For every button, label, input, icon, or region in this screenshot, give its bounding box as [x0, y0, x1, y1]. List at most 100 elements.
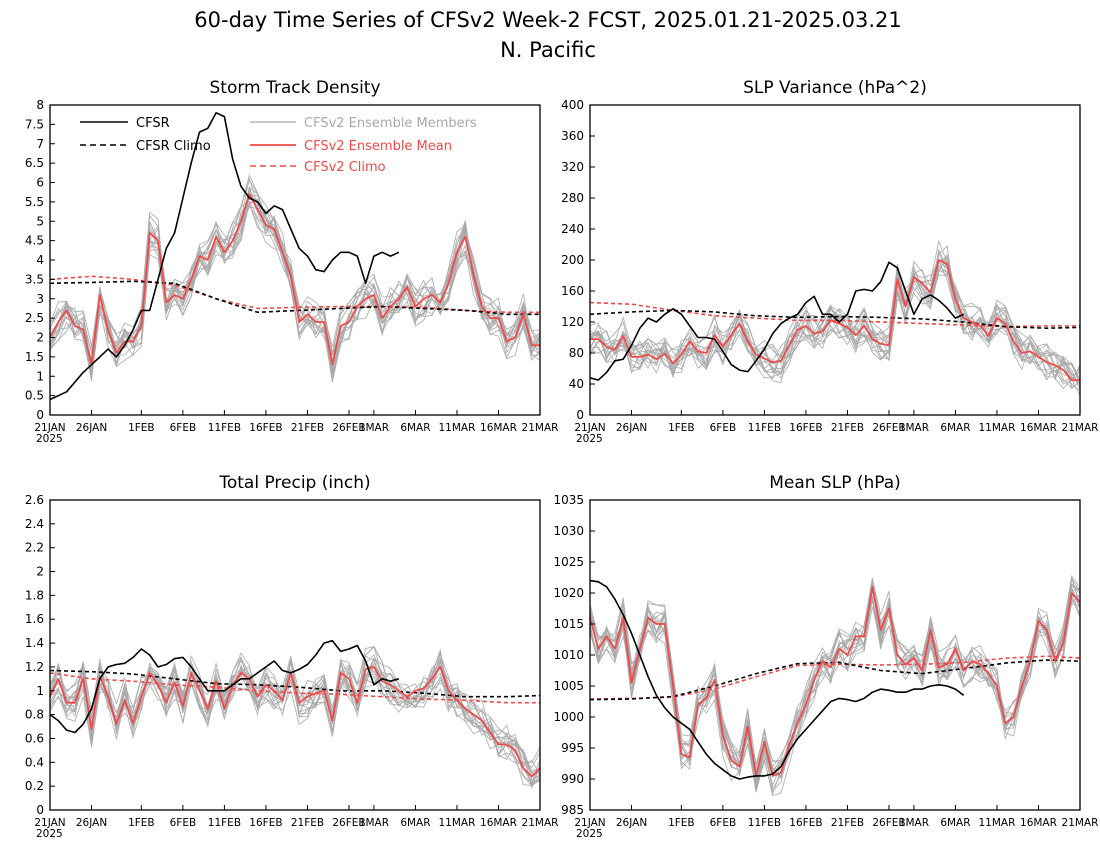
y-tick-label: 2.5	[25, 311, 44, 325]
y-tick-label: 1.2	[25, 660, 44, 674]
x-year-label: 2025	[36, 828, 63, 840]
x-tick-label: 26FEB	[872, 422, 905, 434]
x-tick-label: 6FEB	[170, 422, 197, 434]
member-line	[589, 581, 1081, 779]
x-tick-label: 16FEB	[249, 422, 282, 434]
legend-label-ensemble-mean: CFSv2 Ensemble Mean	[304, 139, 452, 154]
y-tick-label: 1025	[553, 555, 584, 569]
ensemble-mean-line	[49, 193, 540, 366]
y-tick-label: 40	[569, 377, 584, 391]
y-tick-label: 0	[576, 408, 584, 422]
cfsr-line	[589, 261, 965, 381]
panel-title: Total Precip (inch)	[218, 473, 370, 493]
panel-title: SLP Variance (hPa^2)	[743, 78, 927, 98]
x-tick-label: 26JAN	[76, 422, 107, 434]
legend-label-cfsv2-climo: CFSv2 Climo	[304, 160, 386, 175]
x-tick-label: 16MAR	[480, 422, 517, 434]
panel-title: Storm Track Density	[209, 78, 380, 98]
y-tick-label: 1	[36, 684, 44, 698]
y-tick-label: 280	[561, 191, 584, 205]
member-line	[589, 269, 1081, 385]
plot-frame	[589, 104, 1081, 416]
member-line	[49, 645, 541, 785]
x-tick-label: 1MAR	[899, 422, 929, 434]
y-tick-label: 1010	[553, 648, 584, 662]
member-line	[589, 578, 1081, 785]
y-tick-label: 8	[36, 98, 44, 112]
y-tick-label: 160	[561, 284, 584, 298]
x-year-label: 2025	[576, 828, 603, 840]
member-line	[49, 173, 541, 381]
y-tick-label: 0.8	[25, 708, 44, 722]
x-tick-label: 26FEB	[332, 817, 365, 829]
y-tick-label: 7	[36, 137, 44, 151]
x-tick-label: 26JAN	[76, 817, 107, 829]
y-tick-label: 2	[36, 565, 44, 579]
x-tick-label: 16FEB	[249, 817, 282, 829]
y-tick-label: 400	[561, 98, 584, 112]
x-tick-label: 16MAR	[1020, 817, 1057, 829]
x-tick-label: 1FEB	[128, 817, 155, 829]
cfsr-climo-line	[49, 280, 540, 316]
member-line	[589, 578, 1081, 789]
figure-subtitle: N. Pacific	[500, 38, 596, 62]
y-tick-label: 995	[561, 741, 584, 755]
member-line	[589, 575, 1081, 783]
x-tick-label: 6FEB	[710, 817, 737, 829]
y-tick-label: 7.5	[25, 117, 44, 131]
cfsv2-climo-line	[49, 672, 540, 704]
cfsv2-climo-line	[49, 275, 540, 314]
x-tick-label: 6FEB	[710, 422, 737, 434]
y-tick-label: 4.5	[25, 234, 44, 248]
x-year-label: 2025	[36, 433, 63, 445]
x-tick-label: 6FEB	[170, 817, 197, 829]
x-tick-label: 1FEB	[668, 422, 695, 434]
y-tick-label: 2.4	[25, 517, 44, 531]
member-line	[589, 590, 1081, 791]
y-tick-label: 0.6	[25, 731, 44, 745]
legend-label-cfsr-climo: CFSR Climo	[136, 139, 211, 154]
plot-frame	[49, 499, 541, 811]
y-tick-label: 985	[561, 803, 584, 817]
x-tick-label: 21JAN	[574, 817, 605, 829]
figure-title: 60-day Time Series of CFSv2 Week-2 FCST,…	[194, 8, 901, 32]
legend-label-cfsr: CFSR	[136, 116, 170, 131]
panels-group: Storm Track Density 0 0.5 1 1.5 2 2.5 3 3.5 4 4.5 5…	[25, 78, 1099, 840]
y-tick-label: 5.5	[25, 195, 44, 209]
x-tick-label: 1MAR	[359, 422, 389, 434]
y-tick-label: 1005	[553, 679, 584, 693]
y-tick-label: 990	[561, 772, 584, 786]
y-tick-label: 0	[36, 803, 44, 817]
x-tick-label: 26JAN	[616, 817, 647, 829]
x-tick-label: 21FEB	[291, 817, 324, 829]
x-tick-label: 11FEB	[748, 817, 781, 829]
y-tick-label: 1030	[553, 524, 584, 538]
cfsr-climo-line	[589, 659, 1081, 701]
y-tick-label: 3.5	[25, 272, 44, 286]
panel-1: Storm Track Density 0 0.5 1 1.5 2 2.5 3 3.5 4 4.5 5…	[25, 78, 559, 445]
x-tick-label: 21FEB	[291, 422, 324, 434]
x-tick-label: 26FEB	[332, 422, 365, 434]
member-line	[589, 579, 1081, 774]
x-tick-label: 26JAN	[616, 422, 647, 434]
y-tick-label: 120	[561, 315, 584, 329]
y-tick-label: 80	[569, 346, 584, 360]
y-tick-label: 3	[36, 292, 44, 306]
y-tick-label: 200	[561, 253, 584, 267]
panel-4: Mean SLP (hPa) 985 990 995 1000 1005 1010 1015 1…	[553, 473, 1098, 840]
x-tick-label: 6MAR	[400, 422, 430, 434]
x-tick-label: 6MAR	[400, 817, 430, 829]
x-tick-label: 11FEB	[208, 817, 241, 829]
x-tick-label: 11FEB	[748, 422, 781, 434]
y-tick-label: 0.5	[25, 389, 44, 403]
x-tick-label: 11MAR	[978, 817, 1015, 829]
y-tick-label: 360	[561, 129, 584, 143]
x-tick-label: 16MAR	[1020, 422, 1057, 434]
x-tick-label: 21MAR	[1062, 422, 1099, 434]
x-tick-label: 1FEB	[128, 422, 155, 434]
x-tick-label: 21MAR	[522, 817, 559, 829]
y-tick-label: 5	[36, 214, 44, 228]
x-tick-label: 21MAR	[1062, 817, 1099, 829]
cfsr-line	[49, 112, 400, 401]
